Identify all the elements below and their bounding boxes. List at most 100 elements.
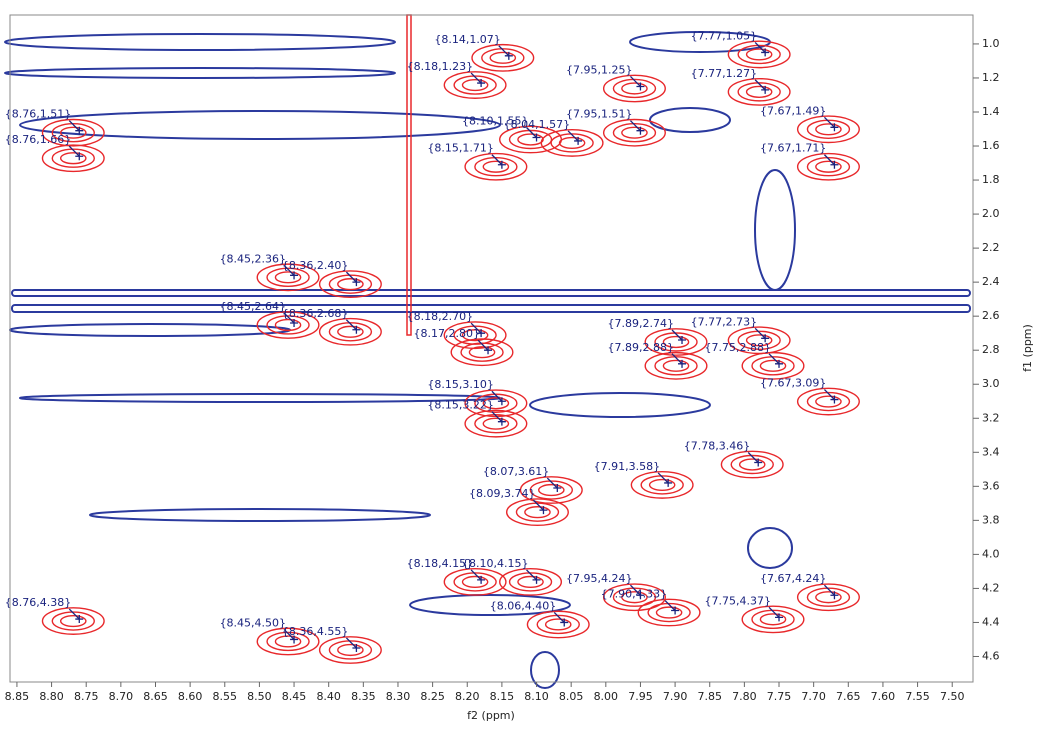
contour — [11, 304, 971, 313]
x-tick-label: 8.10 — [524, 690, 549, 703]
y-tick-label: 1.2 — [982, 71, 1000, 84]
contour — [508, 572, 553, 592]
leader-line — [498, 45, 510, 57]
peak-label: {8.18,2.70} — [407, 310, 473, 323]
contour — [266, 315, 310, 335]
contour — [640, 475, 684, 495]
leader-line — [629, 76, 641, 87]
contour — [538, 483, 565, 497]
contour — [59, 126, 87, 139]
peak-label: {7.89,2.88} — [608, 341, 674, 354]
peak-marker — [477, 79, 486, 88]
contour — [318, 270, 382, 299]
leader-line — [823, 116, 835, 128]
x-tick-label: 8.30 — [386, 690, 411, 703]
peak-label: {7.95,1.51} — [566, 108, 632, 121]
peak-label: {7.67,1.71} — [760, 142, 826, 155]
peak-label: {8.15,1.71} — [427, 142, 493, 155]
contour — [489, 51, 517, 64]
x-axis-label: f2 (ppm) — [467, 709, 515, 722]
contour — [318, 317, 382, 346]
contour — [89, 508, 431, 522]
peak-label: {8.45,2.64} — [220, 300, 286, 313]
x-tick-label: 8.80 — [39, 690, 64, 703]
contour — [662, 335, 690, 349]
leader-line — [671, 353, 683, 365]
contour — [482, 417, 510, 430]
contour — [443, 568, 507, 596]
contour — [505, 498, 569, 527]
contour — [602, 118, 666, 147]
contour — [751, 609, 795, 630]
leader-line — [754, 79, 766, 91]
y-tick-label: 4.2 — [982, 581, 1000, 594]
peak-label: {8.36,2.40} — [282, 259, 348, 272]
peak-marker — [484, 346, 493, 355]
leader-line — [768, 606, 780, 618]
leader-line — [754, 327, 766, 339]
leader-line — [470, 322, 482, 334]
contour — [649, 107, 731, 133]
peak-label: {7.95,1.25} — [566, 63, 632, 76]
contour — [544, 618, 572, 631]
peak-label: {8.07,3.61} — [483, 465, 549, 478]
x-tick-label: 7.75 — [767, 690, 792, 703]
contour — [806, 391, 851, 412]
peak-label: {8.04,1.57} — [504, 118, 570, 131]
peak-marker — [497, 417, 506, 426]
contour — [460, 342, 504, 362]
x-tick-label: 8.75 — [74, 690, 99, 703]
contour — [482, 397, 510, 410]
leader-line — [470, 569, 482, 581]
x-tick-label: 7.80 — [732, 690, 757, 703]
peak-label: {7.95,4.24} — [566, 572, 632, 585]
contour — [806, 587, 851, 607]
contour — [529, 392, 711, 418]
peak-label: {7.77,1.27} — [691, 67, 757, 80]
contour — [806, 157, 851, 177]
contour — [621, 82, 648, 95]
contour — [529, 480, 574, 500]
x-tick-label: 7.60 — [871, 690, 896, 703]
y-tick-label: 1.6 — [982, 139, 1000, 152]
contour — [621, 591, 648, 604]
peak-label: {8.76,1.51} — [5, 108, 71, 121]
contour — [461, 78, 489, 92]
x-tick-label: 8.25 — [420, 690, 445, 703]
leader-line — [345, 637, 357, 649]
peak-label: {8.45,4.50} — [220, 616, 286, 629]
peak-marker — [574, 136, 583, 145]
y-tick-label: 1.4 — [982, 105, 1000, 118]
contour — [720, 450, 784, 479]
contour — [256, 311, 320, 339]
contour — [474, 157, 518, 177]
contour — [256, 263, 320, 292]
contour — [461, 575, 489, 589]
leader-line — [629, 120, 641, 132]
peak-marker — [678, 335, 687, 344]
contour — [815, 160, 842, 173]
contour — [648, 478, 676, 492]
contour — [602, 583, 666, 612]
peak-label: {8.36,2.68} — [282, 307, 348, 320]
peak-label: {7.67,1.49} — [760, 104, 826, 117]
contour — [612, 587, 657, 607]
contour — [524, 506, 551, 519]
contour — [266, 631, 310, 652]
peak-marker — [830, 395, 839, 404]
contour — [540, 129, 604, 157]
contour — [51, 611, 95, 631]
contour — [558, 136, 586, 150]
contour — [806, 119, 851, 140]
y-tick-label: 1.8 — [982, 173, 1000, 186]
contour — [654, 356, 698, 376]
leader-line — [68, 608, 80, 620]
peak-label: {7.91,3.58} — [594, 460, 660, 473]
contour — [328, 640, 373, 660]
x-tick-label: 8.15 — [490, 690, 515, 703]
contour — [51, 148, 95, 168]
leader-line — [553, 611, 565, 623]
contour — [630, 471, 694, 499]
contour — [41, 118, 105, 147]
